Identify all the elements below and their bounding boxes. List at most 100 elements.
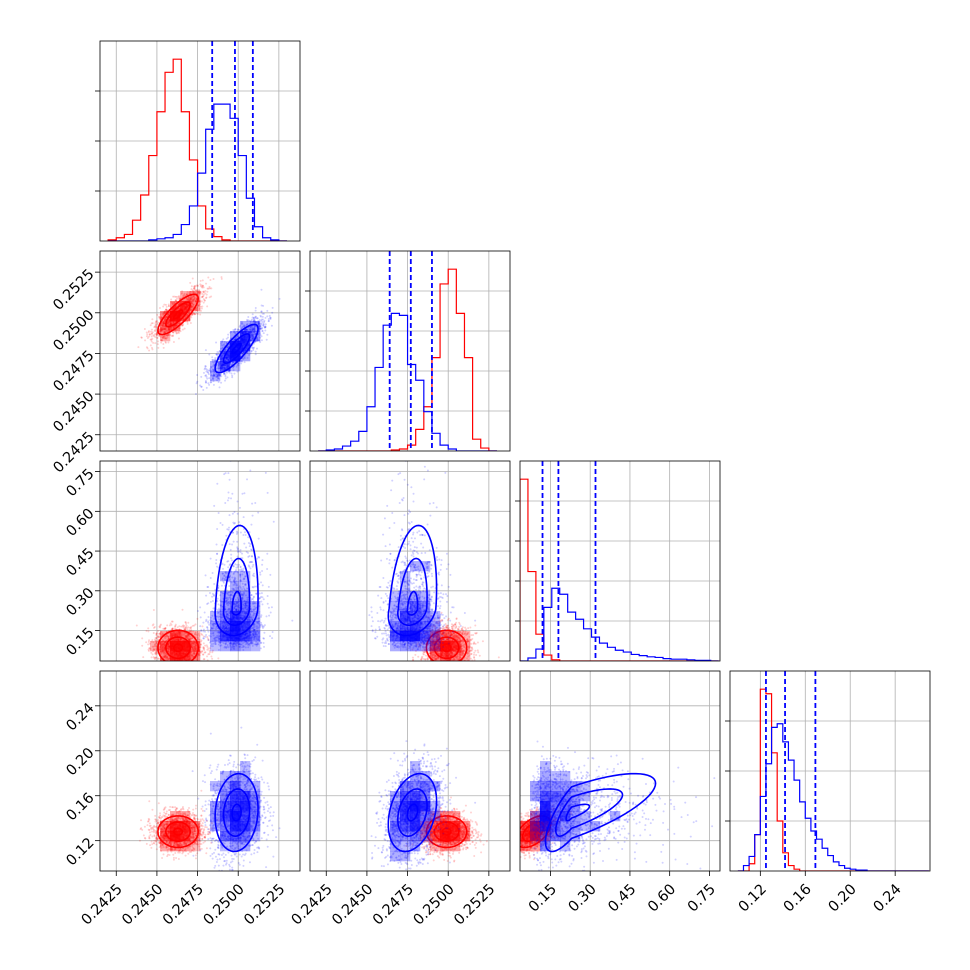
scatter-point (214, 358, 217, 361)
scatter-point (163, 337, 166, 340)
scatter-point (177, 308, 180, 311)
scatter-point (193, 287, 196, 290)
scatter-point (161, 664, 163, 666)
scatter-point (166, 309, 169, 312)
scatter-point (186, 293, 189, 296)
scatter-point (205, 674, 207, 676)
scatter-point (195, 289, 198, 292)
scatter-point (195, 289, 198, 292)
scatter-point (271, 311, 274, 314)
scatter-point (201, 625, 204, 628)
scatter-point (231, 374, 234, 377)
scatter-point (190, 308, 193, 311)
scatter-point (194, 298, 197, 301)
scatter-point (241, 351, 244, 354)
scatter-point (190, 314, 193, 317)
scatter-point (187, 626, 190, 629)
scatter-point (192, 295, 195, 298)
scatter-point (175, 304, 178, 307)
scatter-point (200, 639, 203, 642)
scatter-point (160, 316, 163, 319)
scatter-point (193, 313, 196, 316)
scatter-point (150, 665, 152, 667)
scatter-point (175, 331, 178, 334)
scatter-point (198, 664, 200, 666)
scatter-point (261, 330, 264, 333)
scatter-point (164, 316, 167, 319)
scatter-point (231, 543, 234, 546)
scatter-point (154, 322, 157, 325)
scatter-point (194, 285, 197, 288)
scatter-point (193, 298, 196, 301)
scatter-point (201, 305, 204, 308)
scatter-point (236, 335, 239, 338)
scatter-point (191, 667, 193, 669)
scatter-point (258, 592, 261, 595)
scatter-point (162, 346, 165, 349)
scatter-point (251, 316, 254, 319)
scatter-point (179, 663, 181, 665)
scatter-point (148, 349, 151, 352)
scatter-point (196, 373, 199, 376)
scatter-point (262, 641, 265, 644)
scatter-point (177, 296, 180, 299)
scatter-point (180, 666, 182, 668)
scatter-point (170, 662, 172, 664)
scatter-point (178, 295, 181, 298)
scatter-point (212, 277, 215, 280)
scatter-point (249, 567, 252, 570)
scatter-point (194, 309, 197, 312)
scatter-point (194, 662, 196, 664)
scatter-point (164, 337, 167, 340)
scatter-point (190, 307, 193, 310)
scatter-point (242, 356, 245, 359)
scatter-point (146, 333, 149, 336)
scatter-point (204, 644, 207, 647)
scatter-point (153, 626, 156, 629)
scatter-point (206, 377, 209, 380)
scatter-point (155, 666, 157, 668)
scatter-point (197, 304, 200, 307)
scatter-point (191, 290, 194, 293)
scatter-point (157, 657, 160, 660)
scatter-point (145, 335, 148, 338)
scatter-point (210, 366, 213, 369)
scatter-point (145, 331, 148, 334)
scatter-point (192, 303, 195, 306)
scatter-point (201, 284, 204, 287)
scatter-point (174, 664, 176, 666)
scatter-point (189, 281, 192, 284)
scatter-point (192, 312, 195, 315)
scatter-point (167, 304, 170, 307)
density-bin (180, 311, 191, 322)
scatter-point (208, 369, 211, 372)
scatter-point (197, 304, 200, 307)
scatter-point (250, 594, 253, 597)
scatter-point (147, 330, 150, 333)
scatter-point (148, 333, 151, 336)
scatter-point (156, 336, 159, 339)
scatter-point (145, 346, 148, 349)
scatter-point (199, 291, 202, 294)
scatter-point (140, 336, 143, 339)
scatter-point (192, 294, 195, 297)
scatter-point (202, 295, 205, 298)
scatter-point (164, 340, 167, 343)
scatter-point (190, 316, 193, 319)
scatter-point (205, 296, 208, 299)
scatter-point (168, 668, 170, 670)
density-bin (160, 331, 171, 342)
scatter-point (198, 299, 201, 302)
scatter-point (240, 321, 243, 324)
histogram-series-0 (107, 58, 287, 241)
scatter-point (191, 300, 194, 303)
scatter-point (177, 332, 180, 335)
scatter-point (193, 287, 196, 290)
scatter-point (202, 371, 205, 374)
scatter-point (193, 296, 196, 299)
scatter-point (158, 316, 161, 319)
scatter-point (251, 313, 254, 316)
scatter-point (174, 667, 176, 669)
scatter-point (190, 305, 193, 308)
scatter-point (196, 285, 199, 288)
